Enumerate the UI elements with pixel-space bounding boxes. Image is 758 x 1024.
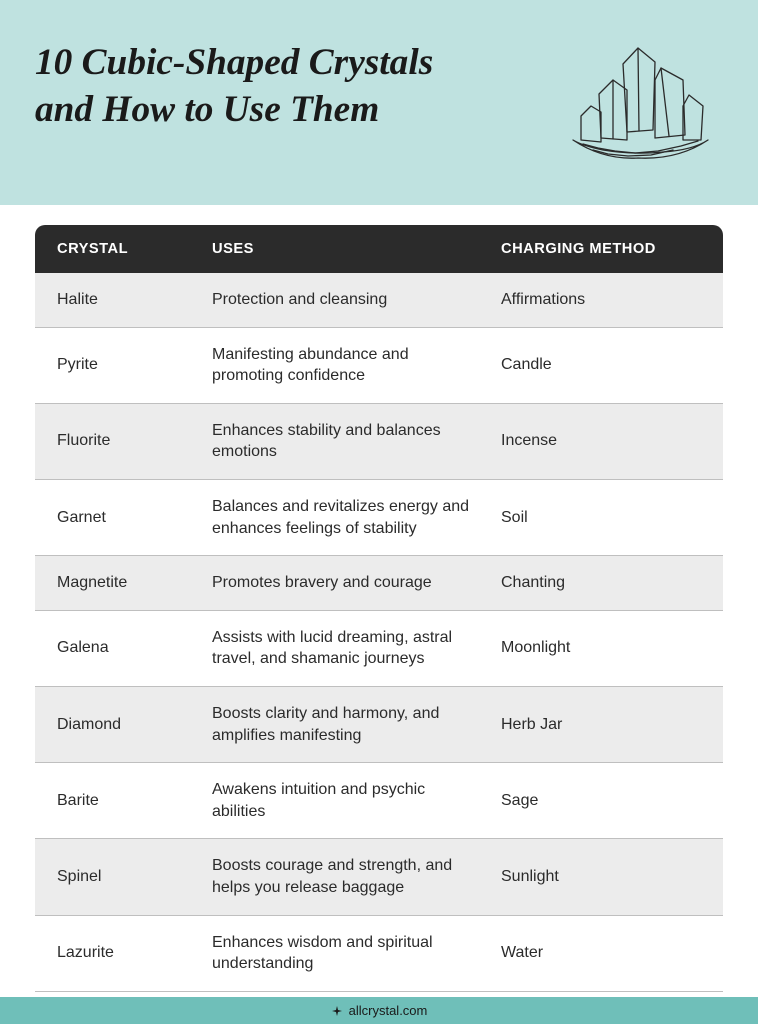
charging-method: Water — [501, 944, 701, 962]
footer-site: allcrystal.com — [349, 1003, 428, 1018]
charging-method: Sage — [501, 792, 701, 810]
crystal-name: Spinel — [57, 868, 212, 886]
charging-method: Herb Jar — [501, 716, 701, 734]
crystal-table: CRYSTAL USES CHARGING METHOD HaliteProte… — [0, 205, 758, 992]
page-title: 10 Cubic-Shaped Crystals and How to Use … — [35, 40, 475, 133]
table-row: LazuriteEnhances wisdom and spiritual un… — [35, 916, 723, 992]
crystal-name: Fluorite — [57, 432, 212, 450]
table-row: GalenaAssists with lucid dreaming, astra… — [35, 611, 723, 687]
crystal-name: Barite — [57, 792, 212, 810]
col-crystal: CRYSTAL — [57, 241, 212, 257]
col-uses: USES — [212, 241, 501, 257]
charging-method: Moonlight — [501, 639, 701, 657]
crystal-uses: Awakens intuition and psychic abilities — [212, 779, 501, 822]
crystal-uses: Manifesting abundance and promoting conf… — [212, 344, 501, 387]
table-row: DiamondBoosts clarity and harmony, and a… — [35, 687, 723, 763]
crystal-uses: Boosts courage and strength, and helps y… — [212, 855, 501, 898]
table-header: CRYSTAL USES CHARGING METHOD — [35, 225, 723, 273]
footer: allcrystal.com — [0, 997, 758, 1024]
table-row: SpinelBoosts courage and strength, and h… — [35, 839, 723, 915]
charging-method: Incense — [501, 432, 701, 450]
charging-method: Chanting — [501, 574, 701, 592]
crystal-name: Magnetite — [57, 574, 212, 592]
charging-method: Sunlight — [501, 868, 701, 886]
header: 10 Cubic-Shaped Crystals and How to Use … — [0, 0, 758, 205]
charging-method: Soil — [501, 509, 701, 527]
table-row: BariteAwakens intuition and psychic abil… — [35, 763, 723, 839]
table-row: PyriteManifesting abundance and promotin… — [35, 328, 723, 404]
crystal-uses: Boosts clarity and harmony, and amplifie… — [212, 703, 501, 746]
table-row: MagnetitePromotes bravery and courageCha… — [35, 556, 723, 611]
crystal-name: Pyrite — [57, 356, 212, 374]
charging-method: Affirmations — [501, 291, 701, 309]
crystal-name: Diamond — [57, 716, 212, 734]
crystal-uses: Enhances wisdom and spiritual understand… — [212, 932, 501, 975]
sparkle-icon — [331, 1005, 343, 1017]
crystal-name: Galena — [57, 639, 212, 657]
crystal-cluster-icon — [543, 40, 723, 170]
crystal-uses: Promotes bravery and courage — [212, 572, 501, 594]
col-method: CHARGING METHOD — [501, 241, 701, 257]
crystal-uses: Balances and revitalizes energy and enha… — [212, 496, 501, 539]
crystal-uses: Protection and cleansing — [212, 289, 501, 311]
table-row: FluoriteEnhances stability and balances … — [35, 404, 723, 480]
crystal-name: Garnet — [57, 509, 212, 527]
table-row: HaliteProtection and cleansingAffirmatio… — [35, 273, 723, 328]
crystal-name: Halite — [57, 291, 212, 309]
crystal-uses: Assists with lucid dreaming, astral trav… — [212, 627, 501, 670]
crystal-name: Lazurite — [57, 944, 212, 962]
charging-method: Candle — [501, 356, 701, 374]
table-body: HaliteProtection and cleansingAffirmatio… — [35, 273, 723, 992]
crystal-uses: Enhances stability and balances emotions — [212, 420, 501, 463]
table-row: GarnetBalances and revitalizes energy an… — [35, 480, 723, 556]
